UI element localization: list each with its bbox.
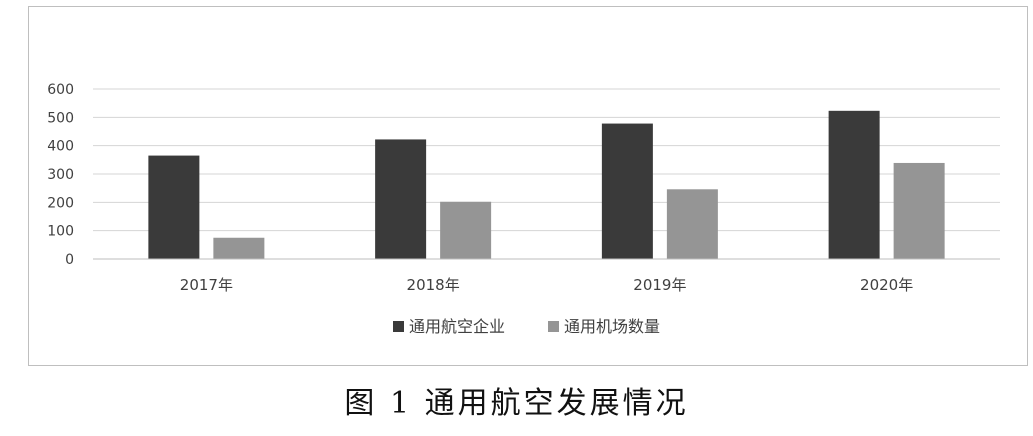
legend-swatch xyxy=(548,321,559,332)
y-tick-label: 300 xyxy=(47,167,74,183)
figure-caption: 图 1 通用航空发展情况 xyxy=(344,386,689,421)
y-tick-label: 0 xyxy=(65,252,74,268)
bar-enterprise xyxy=(375,139,427,259)
legend-label: 通用机场数量 xyxy=(564,317,660,336)
legend-label: 通用航空企业 xyxy=(409,317,505,336)
y-tick-label: 100 xyxy=(47,224,74,240)
bar-airport xyxy=(213,237,265,259)
bar-enterprise xyxy=(601,123,653,259)
x-tick-label: 2017年 xyxy=(180,276,233,294)
bar-enterprise xyxy=(828,110,880,259)
legend-swatch xyxy=(393,321,404,332)
x-tick-label: 2018年 xyxy=(407,276,460,294)
y-tick-label: 200 xyxy=(47,195,74,211)
y-tick-label: 400 xyxy=(47,139,74,155)
bar-airport xyxy=(666,189,718,259)
x-tick-label: 2019年 xyxy=(633,276,686,294)
bar-airport xyxy=(893,162,945,259)
y-tick-label: 600 xyxy=(47,82,74,98)
x-tick-label: 2020年 xyxy=(860,276,913,294)
bar-enterprise xyxy=(148,155,200,259)
y-tick-label: 500 xyxy=(47,110,74,126)
bar-airport xyxy=(440,201,492,259)
bar-chart: 0 100 200 300 400 500 600 2017年 2018年 2019年 2020年通… xyxy=(47,82,1000,336)
